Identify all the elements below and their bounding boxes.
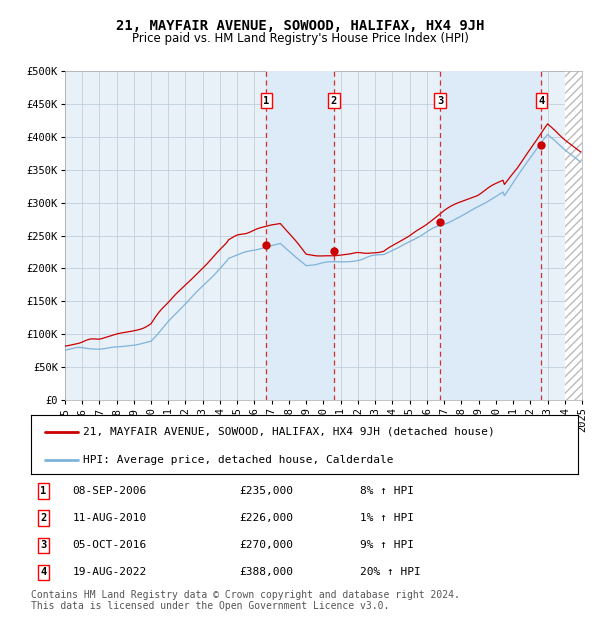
Bar [440, 71, 541, 400]
Bar [266, 71, 334, 400]
Text: 2: 2 [331, 96, 337, 106]
Text: 05-OCT-2016: 05-OCT-2016 [72, 540, 146, 550]
Text: 20% ↑ HPI: 20% ↑ HPI [359, 567, 420, 577]
Text: 1: 1 [263, 96, 269, 106]
Text: 21, MAYFAIR AVENUE, SOWOOD, HALIFAX, HX4 9JH (detached house): 21, MAYFAIR AVENUE, SOWOOD, HALIFAX, HX4… [83, 427, 495, 437]
Text: This data is licensed under the Open Government Licence v3.0.: This data is licensed under the Open Gov… [31, 601, 389, 611]
Text: £226,000: £226,000 [239, 513, 293, 523]
Text: 3: 3 [437, 96, 443, 106]
Text: Price paid vs. HM Land Registry's House Price Index (HPI): Price paid vs. HM Land Registry's House … [131, 32, 469, 45]
Text: HPI: Average price, detached house, Calderdale: HPI: Average price, detached house, Cald… [83, 454, 394, 464]
Bar [565, 71, 582, 400]
Text: 11-AUG-2010: 11-AUG-2010 [72, 513, 146, 523]
Text: 1: 1 [40, 486, 46, 496]
Text: £270,000: £270,000 [239, 540, 293, 550]
Text: 8% ↑ HPI: 8% ↑ HPI [359, 486, 413, 496]
Bar [565, 71, 582, 400]
Text: 9% ↑ HPI: 9% ↑ HPI [359, 540, 413, 550]
Text: 1% ↑ HPI: 1% ↑ HPI [359, 513, 413, 523]
Text: 4: 4 [538, 96, 544, 106]
Text: Contains HM Land Registry data © Crown copyright and database right 2024.: Contains HM Land Registry data © Crown c… [31, 590, 460, 600]
Text: £388,000: £388,000 [239, 567, 293, 577]
Text: 19-AUG-2022: 19-AUG-2022 [72, 567, 146, 577]
Text: 2: 2 [40, 513, 46, 523]
Text: 4: 4 [40, 567, 46, 577]
Text: 21, MAYFAIR AVENUE, SOWOOD, HALIFAX, HX4 9JH: 21, MAYFAIR AVENUE, SOWOOD, HALIFAX, HX4… [116, 19, 484, 33]
Text: 3: 3 [40, 540, 46, 550]
Text: 08-SEP-2006: 08-SEP-2006 [72, 486, 146, 496]
Text: £235,000: £235,000 [239, 486, 293, 496]
